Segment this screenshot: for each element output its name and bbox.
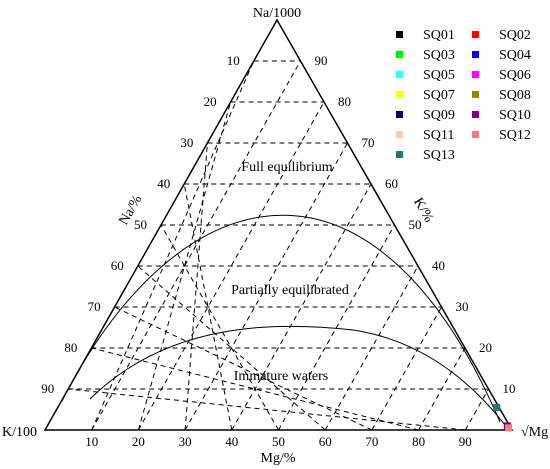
full-equilibrium-curve [61,214,501,423]
legend-swatch-sq12 [472,131,479,138]
legend-label-sq05: SQ05 [423,68,455,83]
data-point-sq13 [493,403,501,411]
tick-label-k: 20 [479,340,492,355]
legend-label-sq08: SQ08 [499,88,531,103]
grid-line-rising [464,388,489,431]
legend-label-sq12: SQ12 [499,128,531,143]
tick-label-na: 50 [134,217,147,232]
legend-label-sq11: SQ11 [423,128,454,143]
grid-line-falling [91,347,419,431]
grid-line-falling [91,60,255,431]
grid-line-falling [184,142,208,431]
tick-label-na: 70 [88,299,101,314]
tick-label-mg: 10 [85,434,98,449]
tick-label-k: 60 [385,176,398,191]
legend-swatch-sq04 [472,51,479,58]
data-points [493,403,512,432]
legend-label-sq06: SQ06 [499,68,531,83]
tick-label-na: 40 [157,176,170,191]
tick-label-na: 60 [111,258,124,273]
vertex-right-label: √Mg [521,425,548,440]
tick-label-k: 10 [503,381,516,396]
tick-label-mg: 80 [412,434,425,449]
legend-swatch-sq05 [396,71,403,78]
legend-label-sq10: SQ10 [499,108,531,123]
legend-swatch-sq11 [396,131,403,138]
equilibrium-curves [61,214,506,426]
legend-label-sq03: SQ03 [423,48,455,63]
tick-labels: 10 20 30 40 50 60 70 80 90 90 80 70 60 50 40 30 20 10 10 20… [41,53,515,449]
tick-label-mg: 20 [132,434,145,449]
mg-axis-label: Mg/% [261,451,296,466]
legend-swatch-sq02 [472,31,479,38]
tick-label-k: 70 [362,135,375,150]
grid-line-falling [68,388,466,431]
legend-label-sq07: SQ07 [423,88,455,103]
grid-line-rising [91,60,301,431]
tick-label-k: 80 [338,94,351,109]
legend-swatch-sq09 [396,111,403,118]
grid-line-rising [371,306,442,431]
legend-swatch-sq03 [396,51,403,58]
grid-line-rising [184,142,348,431]
grid-line-falling [160,224,279,431]
legend-label-sq02: SQ02 [499,28,531,43]
legend-label-sq04: SQ04 [499,48,531,63]
tick-label-mg: 40 [225,434,238,449]
tick-label-na: 80 [64,340,77,355]
grid-line-rising [278,224,395,431]
grid-line-falling [137,265,326,431]
partial-equilibrium-curve [89,325,506,426]
data-point-sq12 [504,424,512,432]
ternary-frame [43,18,514,431]
legend-label-sq01: SQ01 [423,28,455,43]
legend: SQ01 SQ02 SQ03 SQ04 SQ05 SQ06 SQ07 SQ08 SQ09 SQ10… [396,28,531,163]
tick-label-mg: 50 [272,434,285,449]
tick-label-k: 40 [432,258,445,273]
region-partially-equilibrated: Partially equilibrated [231,283,349,298]
legend-swatch-sq07 [396,91,403,98]
region-full-equilibrium: Full equilibrium [241,160,333,175]
tick-label-na: 90 [41,381,54,396]
legend-swatch-sq06 [472,71,479,78]
legend-swatch-sq10 [472,111,479,118]
legend-label-sq13: SQ13 [423,148,455,163]
legend-swatch-sq13 [396,151,403,158]
legend-swatch-sq08 [472,91,479,98]
tick-label-mg: 70 [365,434,378,449]
tick-label-mg: 60 [319,434,332,449]
tick-label-mg: 90 [459,434,472,449]
tick-label-na: 30 [180,135,193,150]
vertex-left-label: K/100 [2,425,37,440]
grid-line-falling [114,306,373,431]
grid-lines [68,60,489,431]
tick-label-k: 30 [456,299,469,314]
tick-label-k: 90 [315,53,328,68]
legend-swatch-sq01 [396,31,403,38]
region-immature-waters: Immature waters [234,369,328,384]
tick-label-na: 10 [227,53,240,68]
tick-label-mg: 30 [179,434,192,449]
grid-line-falling [137,101,232,431]
legend-label-sq09: SQ09 [423,108,455,123]
vertex-top-label: Na/1000 [253,6,301,21]
tick-label-na: 20 [204,94,217,109]
tick-label-k: 50 [409,217,422,232]
